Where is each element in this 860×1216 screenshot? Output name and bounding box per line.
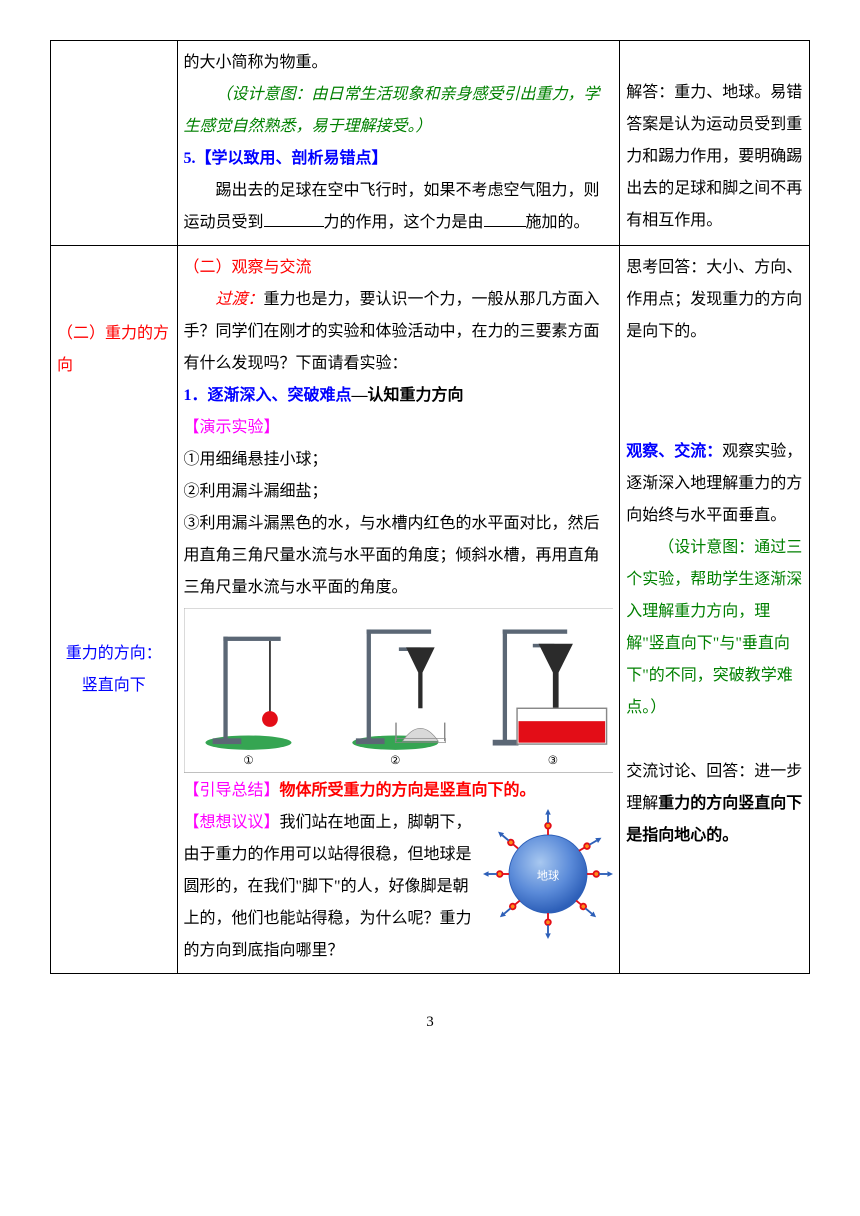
think-block: 地球 【想想议议】我们站在	[184, 807, 614, 967]
obs-label: 观察、交流：	[626, 443, 722, 460]
right-observe: 观察、交流：观察实验，逐渐深入地理解重力的方向始终与水平面垂直。	[626, 436, 803, 532]
section-2-label: （二）重力的方向	[57, 325, 169, 374]
lesson-plan-table: 的大小简称为物重。 （设计意图：由日常生活现象和亲身感受引出重力，学生感觉自然熟…	[50, 40, 810, 974]
svg-text:②: ②	[390, 755, 400, 767]
section-5-heading: 5.【学以致用、剖析易错点】	[184, 143, 614, 175]
direction-label-2: 竖直向下	[82, 677, 146, 694]
q-end: 施加的。	[526, 214, 590, 231]
transition-para: 过渡：重力也是力，要认识一个力，一般从那几方面入手？同学们在刚才的实验和体验活动…	[184, 284, 614, 380]
intent-body-r: 通过三个实验，帮助学生逐渐深入理解重力方向，理解"竖直向下"与"垂直向下"的不同…	[626, 539, 802, 716]
intent-close-r: ）	[650, 699, 666, 716]
spacer	[626, 47, 803, 77]
sec-title-text: （二）观察与交流	[184, 259, 312, 276]
right-r3: 交流讨论、回答：进一步理解重力的方向竖直向下是指向地心的。	[626, 756, 803, 852]
conclude-label: 【引导总结】	[184, 782, 280, 799]
intent-open-r: （设计意图：	[658, 539, 754, 556]
blank-1	[264, 211, 324, 227]
left-cell-empty	[51, 41, 178, 246]
text-line: 的大小简称为物重。	[184, 47, 614, 79]
think-label: 【想想议议】	[184, 814, 280, 831]
deep-num: 1．	[184, 387, 208, 404]
experiment-figure: ①	[184, 608, 614, 773]
svg-text:地球: 地球	[537, 868, 559, 882]
intent-close: ）	[416, 118, 432, 135]
left-heading-b: 重力的方向： 竖直向下	[57, 638, 171, 702]
conclude-body: 物体所受重力的方向是竖直向下的。	[280, 782, 536, 799]
deep-heading: 1．逐渐深入、突破难点—认知重力方向	[184, 380, 614, 412]
q-mid: 力的作用，这个力是由	[324, 214, 484, 231]
table-row: （二）重力的方向 重力的方向： 竖直向下 （二）观察与交流 过渡：重力也是力，要…	[51, 246, 810, 974]
direction-label-1: 重力的方向：	[66, 645, 162, 662]
h5-num: 5.	[184, 150, 196, 167]
deep-a: 逐渐深入、突破难点	[208, 387, 352, 404]
mid-cell-2: （二）观察与交流 过渡：重力也是力，要认识一个力，一般从那几方面入手？同学们在刚…	[177, 246, 620, 974]
right-cell-2: 思考回答：大小、方向、作用点；发现重力的方向是向下的。 观察、交流：观察实验，逐…	[620, 246, 810, 974]
left-cell-2: （二）重力的方向 重力的方向： 竖直向下	[51, 246, 178, 974]
spacer	[57, 382, 171, 638]
spacer	[626, 724, 803, 756]
deep-b: —认知重力方向	[352, 387, 464, 404]
answer-block: 解答：重力、地球。易错答案是认为运动员受到重力和踢力作用，要明确踢出去的足球和脚…	[626, 77, 803, 237]
trans-label: 过渡：	[216, 291, 264, 308]
spacer	[626, 348, 803, 436]
left-heading-a: （二）重力的方向	[57, 318, 171, 382]
right-cell-1: 解答：重力、地球。易错答案是认为运动员受到重力和踢力作用，要明确踢出去的足球和脚…	[620, 41, 810, 246]
svg-text:③: ③	[547, 755, 557, 767]
right-intent: （设计意图：通过三个实验，帮助学生逐渐深入理解重力方向，理解"竖直向下"与"垂直…	[626, 532, 803, 724]
page: 的大小简称为物重。 （设计意图：由日常生活现象和亲身感受引出重力，学生感觉自然熟…	[50, 40, 810, 1036]
table-row: 的大小简称为物重。 （设计意图：由日常生活现象和亲身感受引出重力，学生感觉自然熟…	[51, 41, 810, 246]
conclusion-line: 【引导总结】物体所受重力的方向是竖直向下的。	[184, 775, 614, 807]
answer-prefix: 解答：	[626, 84, 674, 101]
answer-body: 重力、地球。易错答案是认为运动员受到重力和踢力作用，要明确踢出去的足球和脚之间不…	[626, 84, 802, 229]
section-title: （二）观察与交流	[184, 252, 614, 284]
h5-title: 【学以致用、剖析易错点】	[196, 150, 388, 167]
think-body: 我们站在地面上，脚朝下，由于重力的作用可以站得很稳，但地球是圆形的，在我们"脚下…	[184, 814, 472, 959]
demo-label: 【演示实验】	[184, 412, 614, 444]
svg-text:①: ①	[243, 755, 253, 767]
page-number: 3	[50, 1008, 810, 1037]
right-r1: 思考回答：大小、方向、作用点；发现重力的方向是向下的。	[626, 252, 803, 348]
exp-2: ②利用漏斗漏细盐；	[184, 476, 614, 508]
spacer	[57, 252, 171, 310]
earth-figure: 地球	[483, 809, 613, 939]
intent-open: （设计意图：	[216, 86, 312, 103]
blank-2	[484, 211, 526, 227]
design-intent: （设计意图：由日常生活现象和亲身感受引出重力，学生感觉自然熟悉，易于理解接受。）	[184, 79, 614, 143]
mid-cell-1: 的大小简称为物重。 （设计意图：由日常生活现象和亲身感受引出重力，学生感觉自然熟…	[177, 41, 620, 246]
question-text: 踢出去的足球在空中飞行时，如果不考虑空气阻力，则运动员受到力的作用，这个力是由施…	[184, 175, 614, 239]
exp-3: ③利用漏斗漏黑色的水，与水槽内红色的水平面对比，然后用直角三角尺量水流与水平面的…	[184, 508, 614, 604]
exp-1: ①用细绳悬挂小球；	[184, 444, 614, 476]
